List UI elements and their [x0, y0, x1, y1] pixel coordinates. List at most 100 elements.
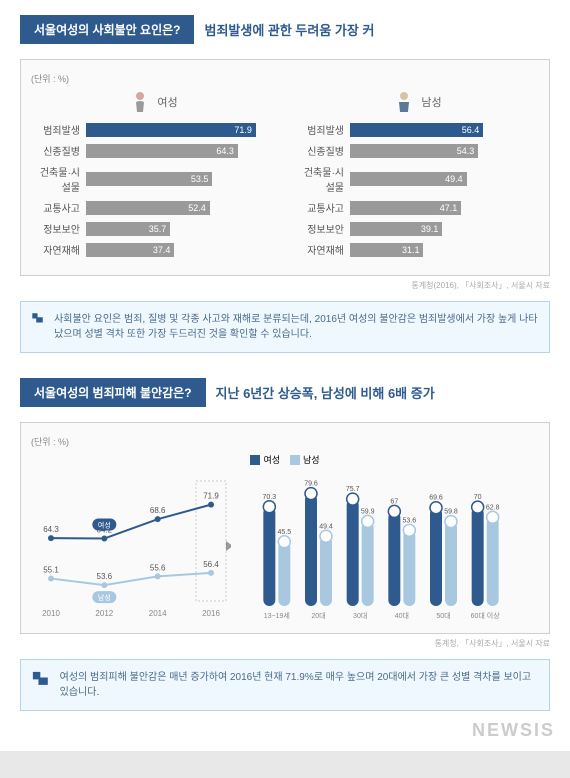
section1-subtitle: 범죄발생에 관한 두려움 가장 커	[204, 20, 374, 39]
bar-fill: 31.1	[350, 243, 423, 257]
bar-track: 54.3	[350, 144, 539, 158]
unit-label: (단위 : %)	[31, 72, 539, 85]
bar-track: 47.1	[350, 201, 539, 215]
bar-fill: 71.9	[86, 123, 256, 137]
panel-header: 여성	[31, 90, 275, 114]
bar-value: 71.9	[234, 123, 252, 137]
row-label: 자연재해	[295, 242, 350, 257]
bar-fill: 54.3	[350, 144, 478, 158]
section2-badge: 서울여성의 범죄피해 불안감은?	[20, 378, 206, 407]
callout-text-2: 여성의 범죄피해 불안감은 매년 증가하여 2016년 현재 71.9%로 매우…	[60, 670, 539, 700]
arrow-icon	[31, 312, 44, 332]
row-label: 정보보안	[31, 221, 86, 236]
row-label: 정보보안	[295, 221, 350, 236]
source-text-2: 통계청, 「사회조사」, 서울시 자료	[20, 638, 550, 649]
svg-text:여성: 여성	[98, 521, 111, 530]
svg-text:45.5: 45.5	[278, 529, 292, 536]
svg-text:75.7: 75.7	[346, 486, 360, 493]
bar-track: 53.5	[86, 172, 275, 186]
svg-text:53.6: 53.6	[97, 572, 113, 581]
bar-fill: 37.4	[86, 243, 174, 257]
legend-label: 남성	[303, 453, 320, 466]
bar-row: 건축물·시설물53.5	[31, 164, 275, 194]
bar-fill: 39.1	[350, 222, 442, 236]
row-label: 범죄발생	[295, 122, 350, 137]
svg-text:79.6: 79.6	[304, 481, 318, 488]
row-label: 신종질병	[295, 143, 350, 158]
svg-text:59.8: 59.8	[444, 509, 458, 516]
bar-row: 교통사고47.1	[295, 200, 539, 215]
bar-value: 39.1	[421, 222, 439, 236]
svg-text:20대: 20대	[311, 612, 325, 620]
male-icon	[392, 90, 416, 114]
bar-row: 정보보안 39.1	[295, 221, 539, 236]
bar-track: 35.7	[86, 222, 275, 236]
panels-row: 여성범죄발생71.9신종질병64.3건축물·시설물53.5교통사고52.4정보보…	[31, 90, 539, 263]
svg-text:53.6: 53.6	[403, 517, 417, 524]
panel: 여성범죄발생71.9신종질병64.3건축물·시설물53.5교통사고52.4정보보…	[31, 90, 275, 263]
svg-text:70.3: 70.3	[263, 494, 277, 501]
panel: 남성범죄발생56.4신종질병54.3건축물·시설물49.4교통사고47.1정보보…	[295, 90, 539, 263]
section-social-anxiety: 서울여성의 사회불안 요인은? 범죄발생에 관한 두려움 가장 커 (단위 : …	[20, 15, 550, 353]
row-label: 교통사고	[31, 200, 86, 215]
svg-text:50대: 50대	[436, 612, 450, 620]
legend: 여성 남성	[31, 453, 539, 466]
svg-text:67: 67	[390, 498, 398, 505]
svg-text:59.9: 59.9	[361, 508, 375, 515]
section2-header: 서울여성의 범죄피해 불안감은? 지난 6년간 상승폭, 남성에 비해 6배 증…	[20, 378, 550, 407]
svg-text:40대: 40대	[395, 612, 409, 620]
svg-text:49.4: 49.4	[319, 523, 333, 530]
bar-row: 건축물·시설물49.4	[295, 164, 539, 194]
watermark: NEWSIS	[472, 720, 555, 741]
legend-item: 여성	[250, 453, 280, 466]
legend-item: 남성	[290, 453, 320, 466]
bar-row: 신종질병54.3	[295, 143, 539, 158]
line-chart: 64.364.268.671.9여성55.153.655.656.4남성2010…	[31, 471, 231, 621]
bar-fill: 53.5	[86, 172, 212, 186]
grouped-bar-chart: 70.345.513~19세79.649.420대75.759.930대6753…	[241, 471, 539, 621]
legend-label: 여성	[263, 453, 280, 466]
bar-value: 47.1	[440, 201, 458, 215]
svg-text:55.1: 55.1	[43, 566, 59, 575]
svg-text:남성: 남성	[98, 593, 111, 602]
bar-value: 64.3	[216, 144, 234, 158]
legend-swatch	[250, 455, 260, 465]
bar-track: 56.4	[350, 123, 539, 137]
bar-row: 범죄발생71.9	[31, 122, 275, 137]
bar-fill: 49.4	[350, 172, 467, 186]
panel-label: 남성	[421, 94, 441, 110]
svg-text:55.6: 55.6	[150, 563, 166, 572]
panel-label: 여성	[157, 94, 177, 110]
row-label: 건축물·시설물	[295, 164, 350, 194]
row-label: 자연재해	[31, 242, 86, 257]
page-root: 서울여성의 사회불안 요인은? 범죄발생에 관한 두려움 가장 커 (단위 : …	[0, 0, 570, 751]
bar-fill: 35.7	[86, 222, 170, 236]
bar-track: 37.4	[86, 243, 275, 257]
svg-text:69.6: 69.6	[429, 495, 443, 502]
bar-fill: 56.4	[350, 123, 483, 137]
callout-1: 사회불안 요인은 범죄, 질병 및 각종 사고와 재해로 분류되는데, 2016…	[20, 301, 550, 353]
svg-text:68.6: 68.6	[150, 506, 166, 515]
svg-text:70: 70	[474, 494, 482, 501]
bar-value: 35.7	[149, 222, 167, 236]
bar-row: 자연재해 37.4	[31, 242, 275, 257]
svg-text:2016: 2016	[202, 609, 220, 618]
legend-swatch	[290, 455, 300, 465]
svg-text:60대 이상: 60대 이상	[471, 611, 501, 620]
bar-value: 56.4	[462, 123, 480, 137]
bar-track: 39.1	[350, 222, 539, 236]
svg-text:62.8: 62.8	[486, 504, 500, 511]
bar-track: 71.9	[86, 123, 275, 137]
bar-value: 52.4	[188, 201, 206, 215]
bar-value: 31.1	[402, 243, 420, 257]
svg-text:71.9: 71.9	[203, 492, 219, 501]
bar-row: 정보보안 35.7	[31, 221, 275, 236]
bar-fill: 47.1	[350, 201, 461, 215]
bar-value: 37.4	[153, 243, 171, 257]
callout-text-1: 사회불안 요인은 범죄, 질병 및 각종 사고와 재해로 분류되는데, 2016…	[54, 312, 539, 342]
svg-text:56.4: 56.4	[203, 560, 219, 569]
bar-row: 교통사고 52.4	[31, 200, 275, 215]
source-text-1: 통계청(2016), 「사회조사」, 서울시 자료	[20, 280, 550, 291]
svg-text:2014: 2014	[149, 609, 167, 618]
arrow-icon	[31, 670, 50, 690]
